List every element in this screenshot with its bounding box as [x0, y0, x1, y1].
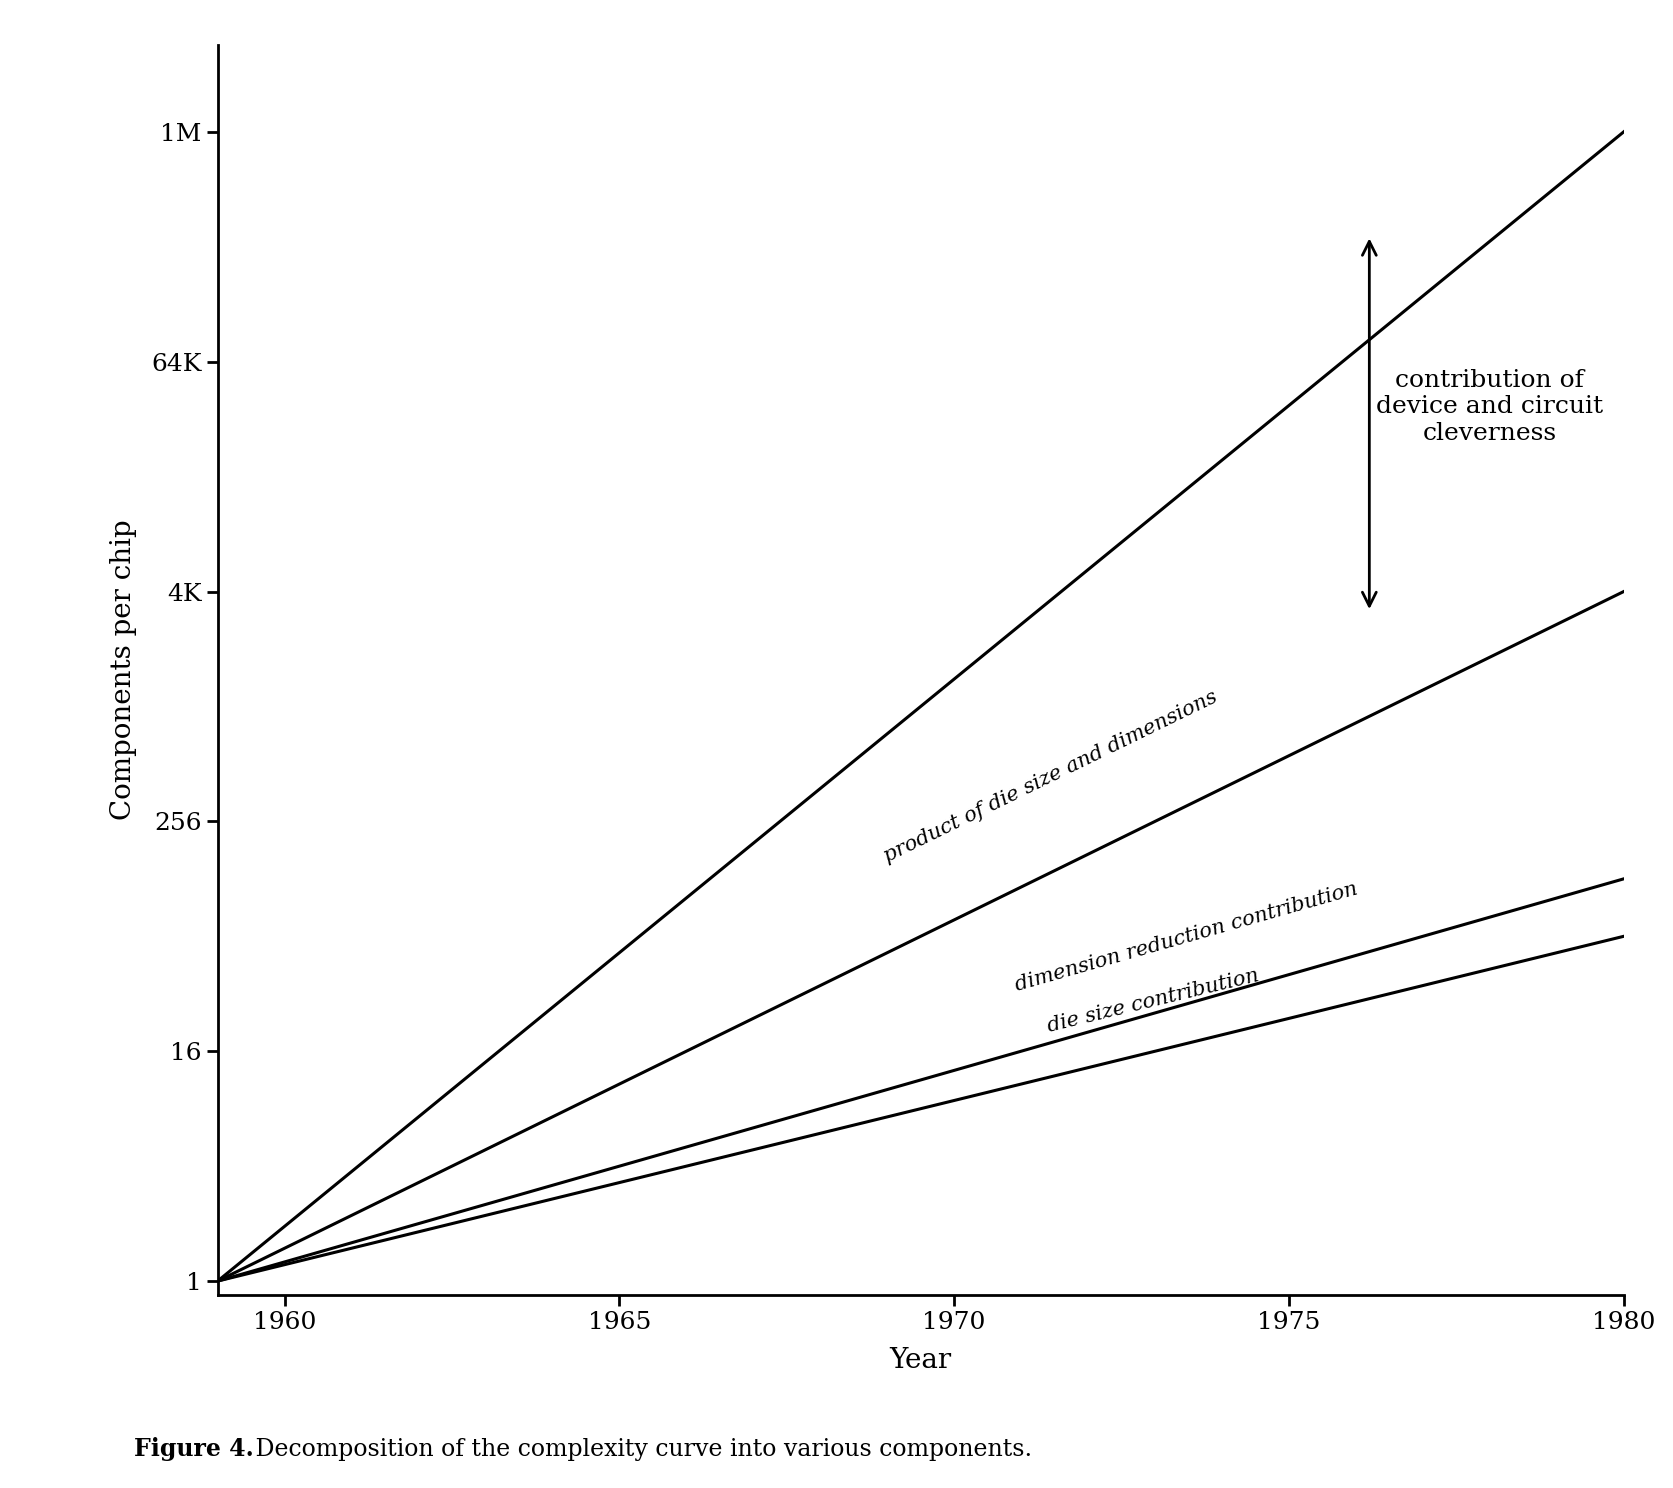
Text: dimension reduction contribution: dimension reduction contribution: [1012, 879, 1358, 994]
Text: Decomposition of the complexity curve into various components.: Decomposition of the complexity curve in…: [248, 1439, 1031, 1461]
Text: die size contribution: die size contribution: [1044, 966, 1260, 1036]
X-axis label: Year: Year: [888, 1348, 952, 1375]
Text: product of die size and dimensions: product of die size and dimensions: [880, 687, 1220, 866]
Y-axis label: Components per chip: Components per chip: [110, 519, 137, 820]
Text: Figure 4.: Figure 4.: [134, 1437, 254, 1461]
Text: contribution of
device and circuit
cleverness: contribution of device and circuit cleve…: [1375, 369, 1603, 445]
